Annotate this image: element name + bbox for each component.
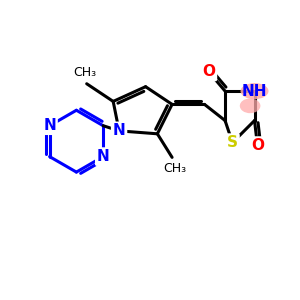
Text: O: O	[251, 138, 264, 153]
Text: N: N	[97, 149, 110, 164]
Ellipse shape	[241, 83, 268, 99]
Text: O: O	[202, 64, 215, 80]
Text: CH₃: CH₃	[164, 162, 187, 175]
Text: CH₃: CH₃	[74, 66, 97, 79]
Ellipse shape	[240, 98, 260, 113]
Text: N: N	[113, 123, 125, 138]
Text: N: N	[43, 118, 56, 133]
Text: S: S	[227, 135, 238, 150]
Text: NH: NH	[242, 84, 267, 99]
